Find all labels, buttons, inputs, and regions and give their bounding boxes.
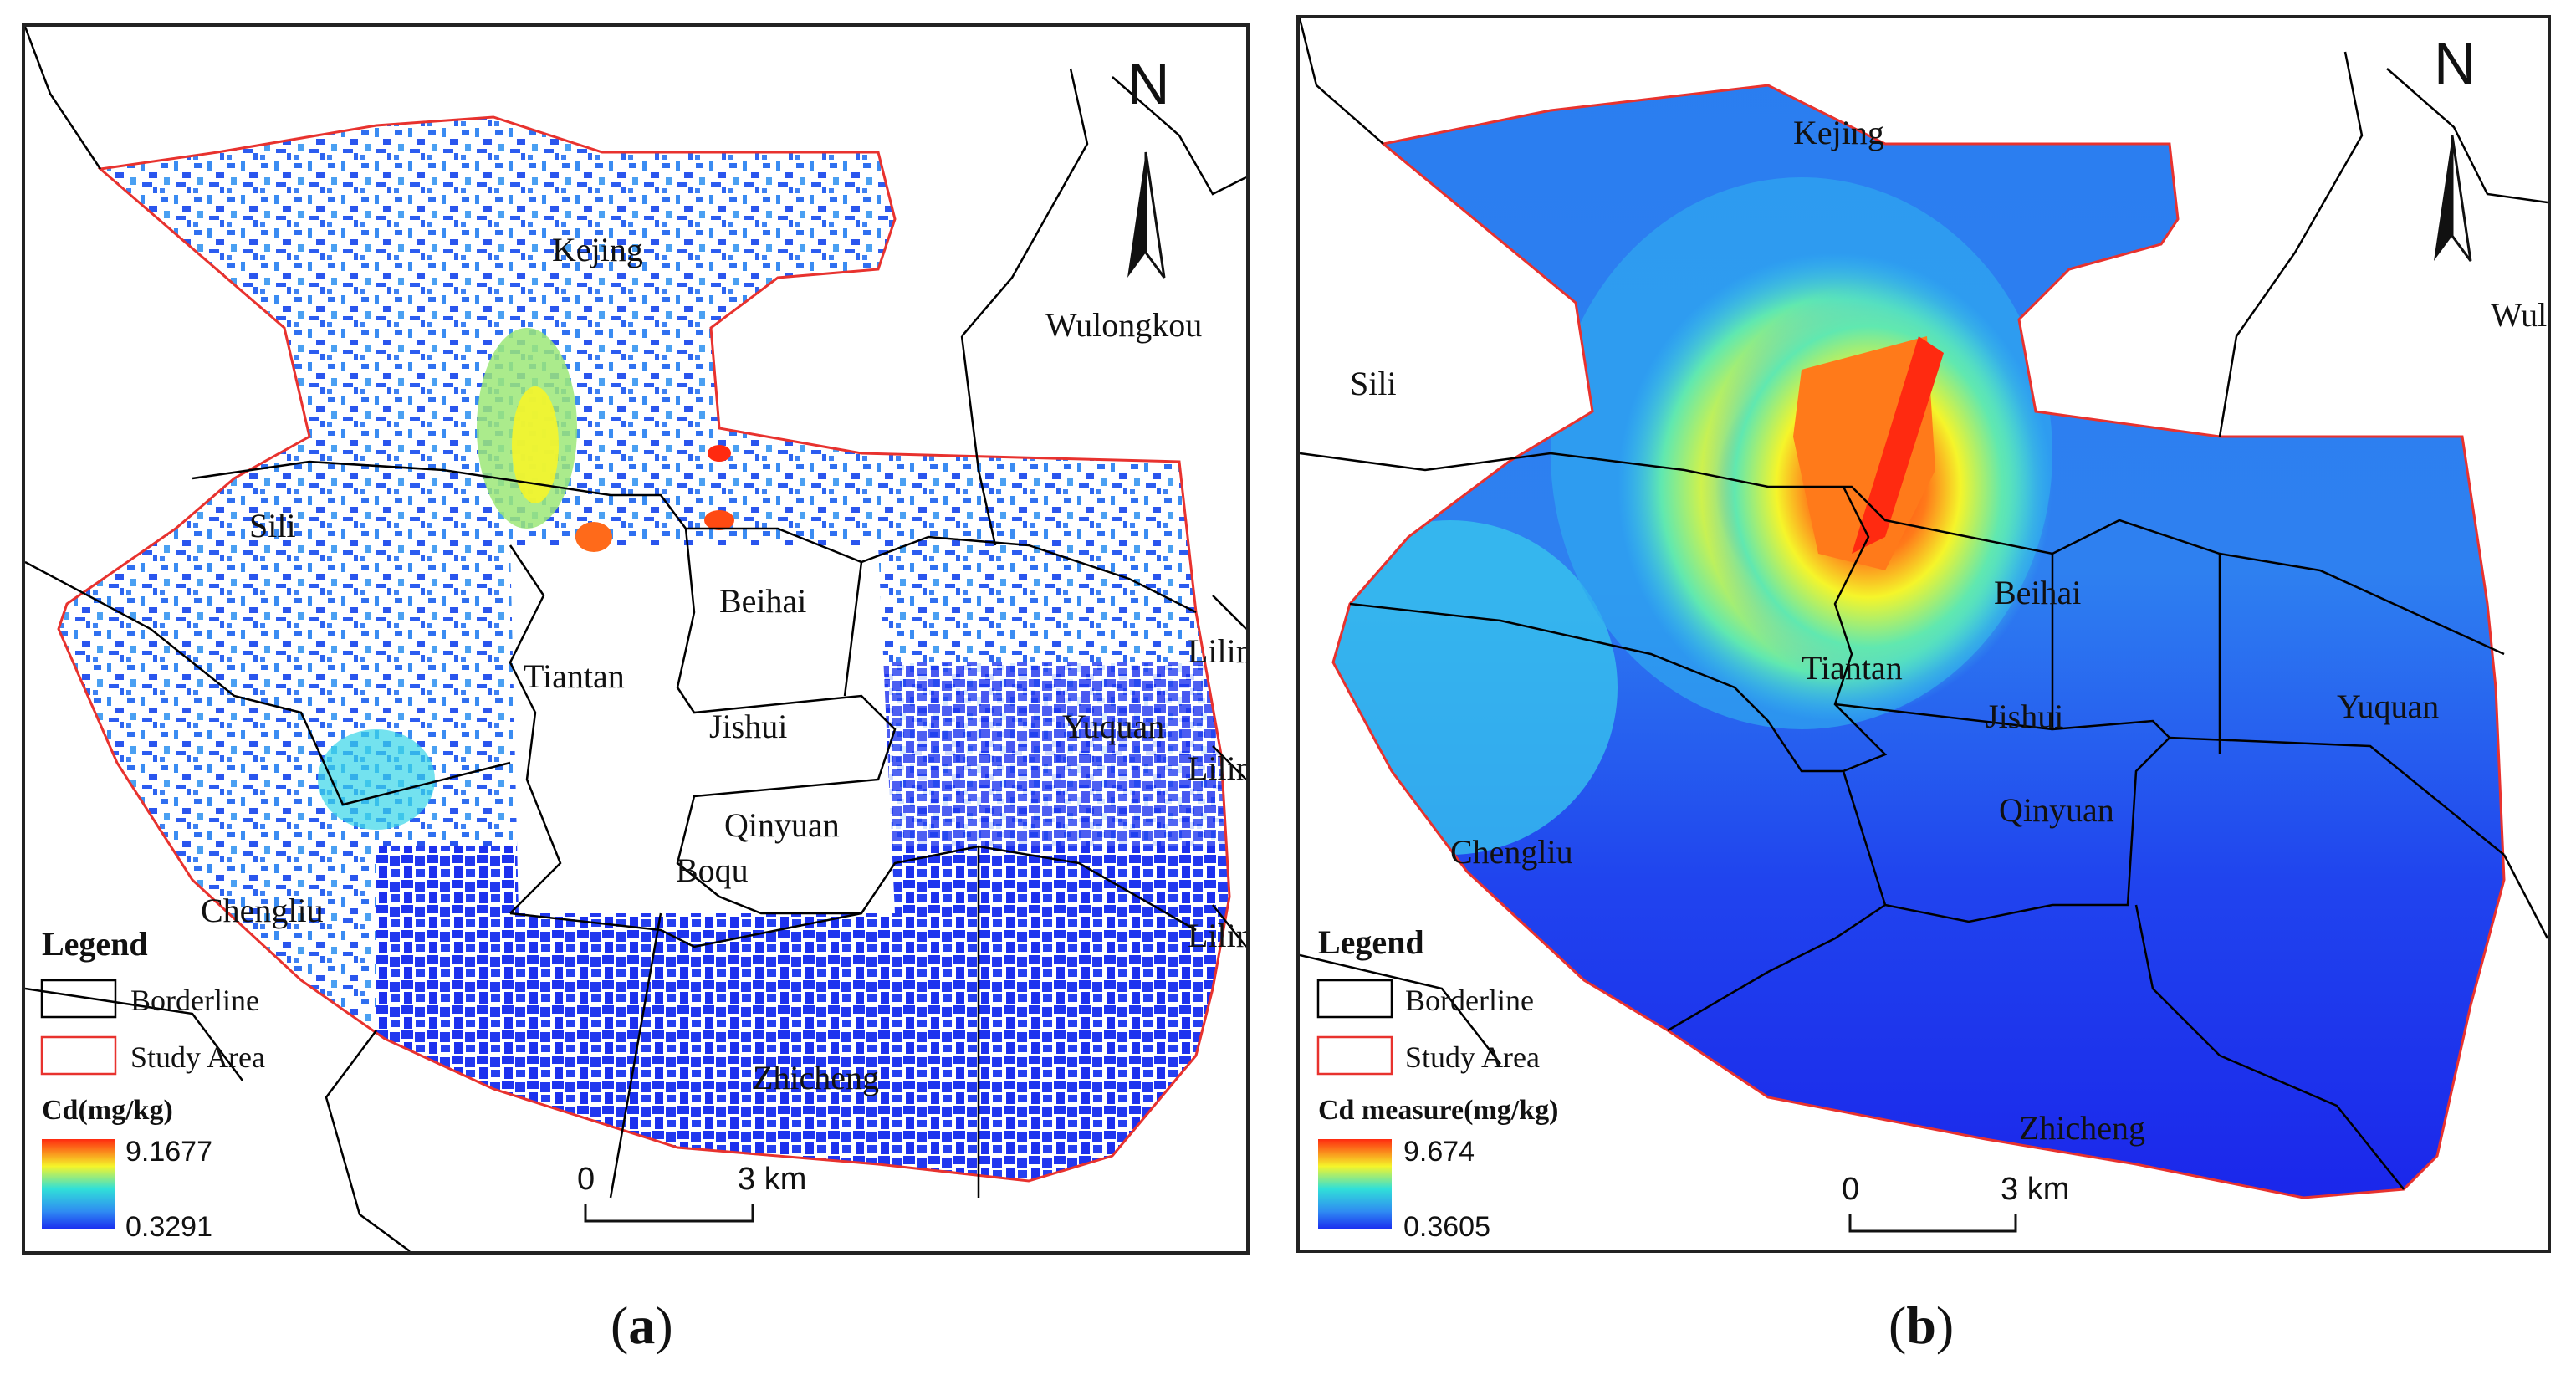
place-label: Tiantan: [524, 657, 625, 695]
place-label: Sili: [1350, 365, 1397, 402]
place-label: Wulo: [2491, 296, 2548, 334]
legend-borderline-swatch: [1316, 979, 1393, 1019]
place-label: Qinyuan: [724, 806, 840, 844]
legend-borderline-label: Borderline: [130, 984, 259, 1017]
place-label: Chengliu: [1450, 833, 1573, 871]
legend-b: Legend Borderline Study Area Cd measure(…: [1316, 923, 1558, 1243]
legend-max-value: 9.1677: [125, 1136, 212, 1168]
place-label: Lilin: [1188, 632, 1246, 670]
legend-study-area-label: Study Area: [1405, 1040, 1540, 1074]
legend-title: Legend: [42, 925, 148, 963]
place-label: Yuquan: [1062, 708, 1164, 745]
place-label: Lilin: [1188, 917, 1246, 954]
svg-text:0: 0: [577, 1162, 595, 1197]
svg-text:0: 0: [1842, 1172, 1859, 1207]
legend-title: Legend: [1318, 923, 1424, 961]
place-label: Tiantan: [1802, 649, 1903, 687]
legend-color-ramp: [1318, 1139, 1392, 1229]
legend-color-ramp: [42, 1139, 115, 1229]
study-area-outline-b: [1331, 84, 2506, 1199]
map-a-canvas: N Kejing Wulongkou Sili Beihai Tiantan J…: [25, 27, 1246, 1251]
place-label: Sili: [249, 507, 296, 544]
legend-ramp-title: Cd measure(mg/kg): [1318, 1095, 1558, 1126]
place-label: Beihai: [719, 582, 806, 620]
map-panel-a: N Kejing Wulongkou Sili Beihai Tiantan J…: [22, 23, 1250, 1255]
place-label: Qinyuan: [1999, 791, 2114, 829]
place-label: Boqu: [676, 851, 749, 889]
borderlines-b: [1300, 18, 2548, 1190]
place-label: Wulongkou: [1045, 306, 1202, 344]
legend-study-area-swatch: [40, 1035, 117, 1076]
place-label: Kejing: [552, 231, 643, 268]
legend-min-value: 0.3605: [1403, 1211, 1490, 1243]
caption-b: (b): [1889, 1296, 1955, 1355]
north-arrow-b: N: [2434, 31, 2476, 262]
legend-borderline-swatch: [40, 979, 117, 1019]
legend-max-value: 9.674: [1403, 1136, 1475, 1168]
place-label: Lilin: [1188, 749, 1246, 787]
legend-study-area-swatch: [1316, 1035, 1393, 1076]
svg-text:3 km: 3 km: [2001, 1172, 2069, 1207]
legend-min-value: 0.3291: [125, 1211, 212, 1243]
place-label: Kejing: [1793, 114, 1884, 151]
legend-study-area-label: Study Area: [130, 1040, 265, 1074]
svg-text:3 km: 3 km: [738, 1162, 806, 1197]
north-arrow-a: N: [1127, 51, 1170, 279]
scale-bar-b: 0 3 km: [1842, 1172, 2069, 1233]
study-area-outline-a: [57, 115, 1231, 1183]
place-label: Beihai: [1994, 574, 2081, 611]
place-label: Jishui: [1986, 698, 2063, 735]
place-label: Yuquan: [2337, 688, 2439, 725]
place-label: Jishui: [709, 708, 787, 745]
caption-a: (a): [611, 1296, 673, 1355]
legend-borderline-label: Borderline: [1405, 984, 1534, 1017]
svg-text:N: N: [2434, 31, 2476, 96]
place-label: Chengliu: [201, 892, 324, 929]
legend-ramp-title: Cd(mg/kg): [42, 1095, 173, 1126]
scale-bar-a: 0 3 km: [577, 1162, 806, 1223]
legend-a: Legend Borderline Study Area Cd(mg/kg) 9…: [40, 925, 265, 1243]
map-panel-b: N Kejing Wulo Sili Beihai Tiantan Jishui…: [1296, 15, 2551, 1253]
map-b-canvas: N Kejing Wulo Sili Beihai Tiantan Jishui…: [1300, 18, 2548, 1243]
place-label: Zhicheng: [2019, 1109, 2145, 1147]
borderlines-a: [25, 27, 1246, 1251]
svg-text:N: N: [1127, 51, 1170, 116]
place-label: Zhicheng: [753, 1059, 879, 1096]
